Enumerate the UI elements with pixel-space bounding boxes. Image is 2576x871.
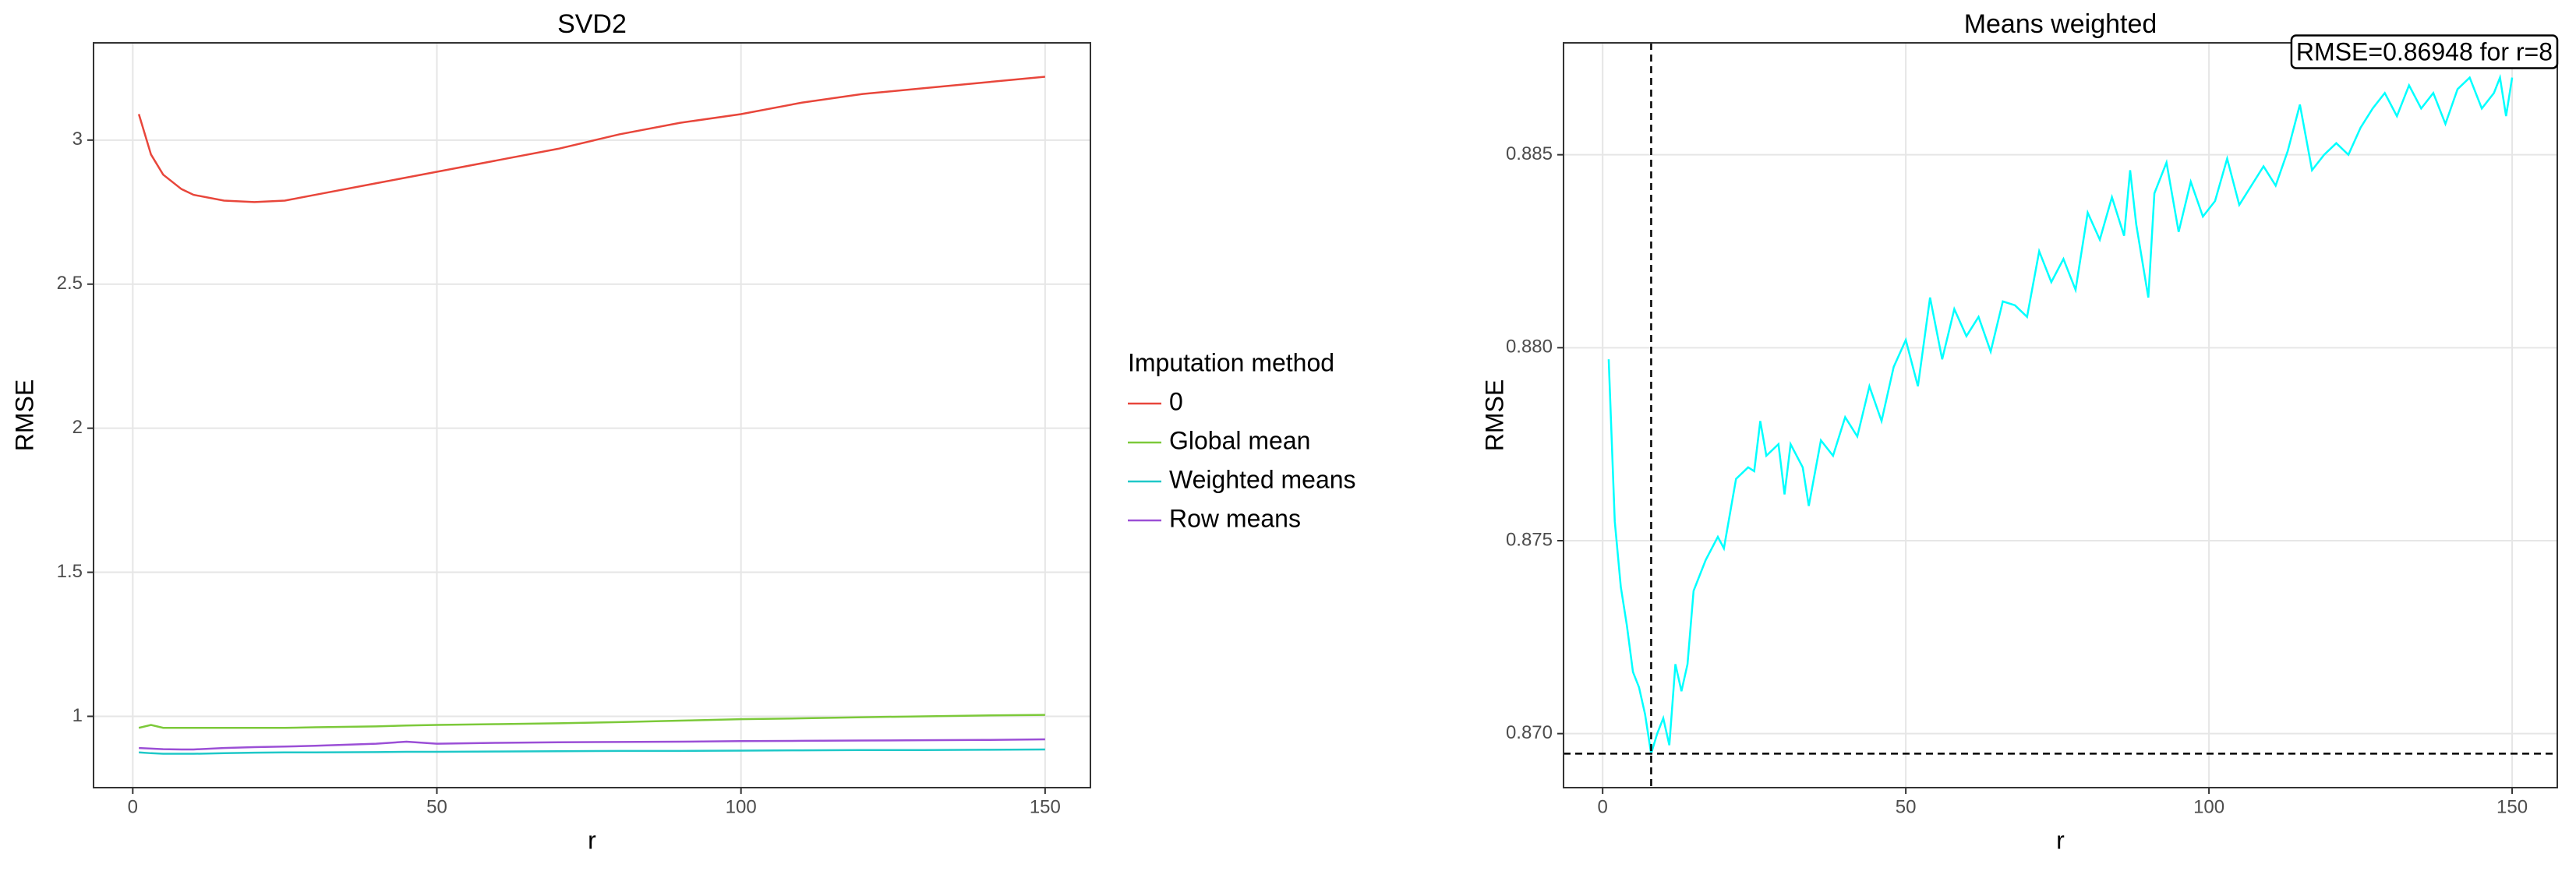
legend-label: Row means	[1169, 504, 1301, 532]
chart-title: SVD2	[557, 9, 627, 39]
y-tick-label: 0.875	[1506, 529, 1553, 550]
legend-label: 0	[1169, 387, 1183, 415]
panel-border	[93, 42, 1091, 788]
y-tick-label: 2.5	[57, 273, 83, 294]
panel: SVD2 1 1.5 2 2.5 3 0 50 100 150 r RMSE Imputation me…	[10, 9, 1355, 854]
legend-label: Global mean	[1169, 426, 1310, 454]
x-axis-label: r	[588, 826, 596, 854]
y-tick-label: 2	[72, 417, 83, 438]
y-tick-label: 0.870	[1506, 722, 1553, 743]
x-axis-label: r	[2056, 826, 2065, 854]
x-tick-label: 150	[1030, 796, 1061, 817]
panel-background	[1564, 43, 2557, 788]
y-tick-label: 1.5	[57, 561, 83, 582]
x-tick-label: 50	[1896, 796, 1917, 817]
panel-background	[94, 43, 1090, 788]
x-tick-label: 0	[128, 796, 138, 817]
data-line	[138, 714, 1045, 729]
legend-label: Weighted means	[1169, 465, 1356, 493]
legend-title: Imputation method	[1128, 348, 1334, 376]
x-tick-label: 150	[2496, 796, 2528, 817]
y-tick-label: 0.885	[1506, 143, 1553, 164]
chart-title: Means weighted	[1964, 9, 2157, 39]
data-line	[139, 738, 1045, 751]
y-axis-label: RMSE	[1480, 379, 1508, 451]
data-line	[137, 76, 1045, 203]
data-line	[139, 748, 1045, 755]
panel-border	[1563, 42, 2558, 788]
data-line	[1607, 73, 2514, 754]
y-tick-label: 0.880	[1506, 337, 1553, 358]
x-tick-label: 0	[1597, 796, 1607, 817]
annotation: RMSE=0.86948 for r=8	[2296, 37, 2553, 65]
x-tick-label: 100	[2193, 796, 2224, 817]
y-tick-label: 3	[72, 129, 83, 150]
panel: Means weighted 0.870 0.875 0.880 0.885 0 50 100…	[1480, 9, 2559, 854]
x-tick-label: 50	[426, 796, 447, 817]
x-tick-label: 100	[726, 796, 757, 817]
y-axis-label: RMSE	[10, 379, 38, 451]
y-tick-label: 1	[72, 705, 83, 726]
annotation-box	[2290, 34, 2559, 69]
